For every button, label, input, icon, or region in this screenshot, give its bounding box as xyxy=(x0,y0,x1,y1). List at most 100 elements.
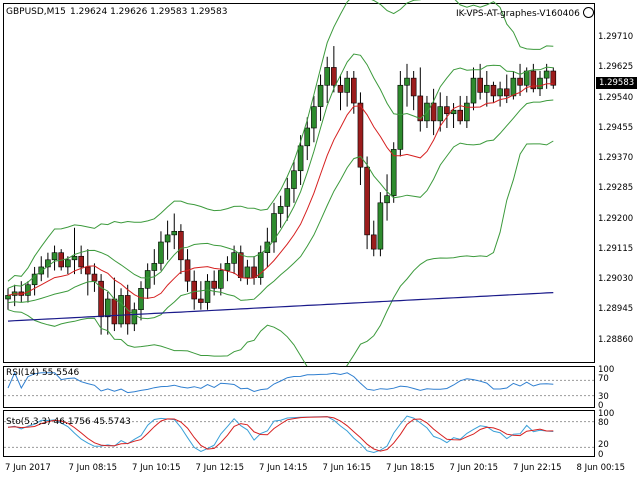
stochastic-panel[interactable] xyxy=(3,410,596,457)
candle xyxy=(264,227,271,267)
rsi-panel[interactable] xyxy=(3,366,596,408)
rsi-canvas xyxy=(4,371,596,397)
candle-body xyxy=(138,288,144,310)
candle xyxy=(18,281,25,303)
candle xyxy=(517,63,523,96)
candle xyxy=(430,88,437,136)
candle xyxy=(417,67,424,132)
candle-body xyxy=(523,70,530,86)
candle-body xyxy=(384,195,390,204)
candle-body xyxy=(543,70,550,79)
candle-body xyxy=(357,102,364,168)
candle-body xyxy=(517,77,523,86)
candle-body xyxy=(5,295,11,300)
candle xyxy=(344,71,350,107)
price-tick-label: 1.28860 xyxy=(598,334,634,345)
sto-level-0: 0 xyxy=(598,450,604,460)
ohlc-label: 1.29624 1.29626 1.29583 1.29583 xyxy=(70,7,228,17)
candle-body xyxy=(85,266,91,275)
sto-level-20: 20 xyxy=(598,440,609,450)
time-tick-label: 7 Jun 08:15 xyxy=(68,463,118,473)
candle xyxy=(158,231,164,271)
candle-body xyxy=(284,188,291,207)
candle xyxy=(530,63,537,93)
lower-band-line xyxy=(7,140,554,387)
candle xyxy=(91,263,98,292)
candle-body xyxy=(497,88,503,97)
candle-body xyxy=(390,149,397,196)
candle xyxy=(31,266,38,296)
candle xyxy=(71,227,78,275)
candle-body xyxy=(297,145,304,172)
candle-body xyxy=(317,84,324,107)
symbol-label: GBPUSD,M15 xyxy=(6,7,66,17)
candle-body xyxy=(178,231,184,261)
candle-body xyxy=(464,102,470,122)
sto-level-80: 80 xyxy=(598,418,609,428)
candle-body xyxy=(331,67,337,86)
candle xyxy=(397,71,404,157)
candle-body xyxy=(25,284,31,296)
candle xyxy=(444,95,450,128)
price-tick-label: 1.29540 xyxy=(598,92,634,103)
rsi-level-70: 70 xyxy=(598,374,609,384)
sto-main-line xyxy=(7,415,554,454)
candle xyxy=(151,249,158,285)
price-chart-panel[interactable] xyxy=(3,0,595,387)
candle-body xyxy=(410,77,417,97)
indicator-title: IK-VPS-AT-graphes-V160406 xyxy=(456,7,594,19)
candle xyxy=(111,277,118,332)
candle xyxy=(251,256,257,285)
candle-body xyxy=(490,84,497,97)
candle xyxy=(490,81,497,104)
candle xyxy=(457,95,464,125)
candle xyxy=(350,71,357,114)
candle-body xyxy=(71,255,78,261)
candle-body xyxy=(477,77,483,93)
candle xyxy=(224,256,231,282)
blue-moving-average-line xyxy=(7,292,554,322)
candle-body xyxy=(483,84,490,93)
rsi-label: RSI(14) 55.5546 xyxy=(6,368,80,378)
candle-body xyxy=(204,280,211,303)
candle-body xyxy=(377,202,384,250)
candle xyxy=(437,92,444,132)
time-tick-label: 7 Jun 14:15 xyxy=(259,463,308,473)
candle-body xyxy=(118,295,124,325)
time-tick-label: 7 Jun 2017 xyxy=(5,463,51,473)
sto-level-100: 100 xyxy=(598,409,615,419)
candle-body xyxy=(350,77,357,104)
candle xyxy=(317,74,324,121)
candle-body xyxy=(324,67,331,86)
candle-body xyxy=(218,270,224,289)
price-tick-label: 1.29455 xyxy=(598,122,634,133)
candle-body xyxy=(45,259,51,268)
candle xyxy=(191,270,197,310)
candle-body xyxy=(510,77,517,97)
candle xyxy=(98,274,104,335)
candle-body xyxy=(304,127,311,147)
indicator-title-text: IK-VPS-AT-graphes-V160406 xyxy=(456,9,580,19)
candle xyxy=(390,142,397,203)
candle xyxy=(218,263,224,296)
time-tick-label: 7 Jun 20:15 xyxy=(449,463,499,473)
candle-body xyxy=(277,206,284,214)
candle-body xyxy=(158,241,164,264)
candle xyxy=(311,95,317,143)
candle-body xyxy=(65,259,71,268)
price-tick-label: 1.29710 xyxy=(598,31,634,42)
candle xyxy=(65,256,71,275)
candle xyxy=(404,63,410,107)
price-tick-label: 1.29030 xyxy=(598,274,634,285)
sto-signal-line xyxy=(7,416,554,452)
candle xyxy=(410,71,417,111)
candle-body xyxy=(537,77,543,90)
candle-body xyxy=(397,84,404,150)
candle xyxy=(144,263,151,299)
candle-body xyxy=(224,263,231,271)
rsi-level-100: 100 xyxy=(598,365,615,375)
candle xyxy=(297,135,304,185)
candle xyxy=(171,213,178,250)
inner-lower-band-line xyxy=(7,99,554,320)
candle-body xyxy=(417,95,424,122)
